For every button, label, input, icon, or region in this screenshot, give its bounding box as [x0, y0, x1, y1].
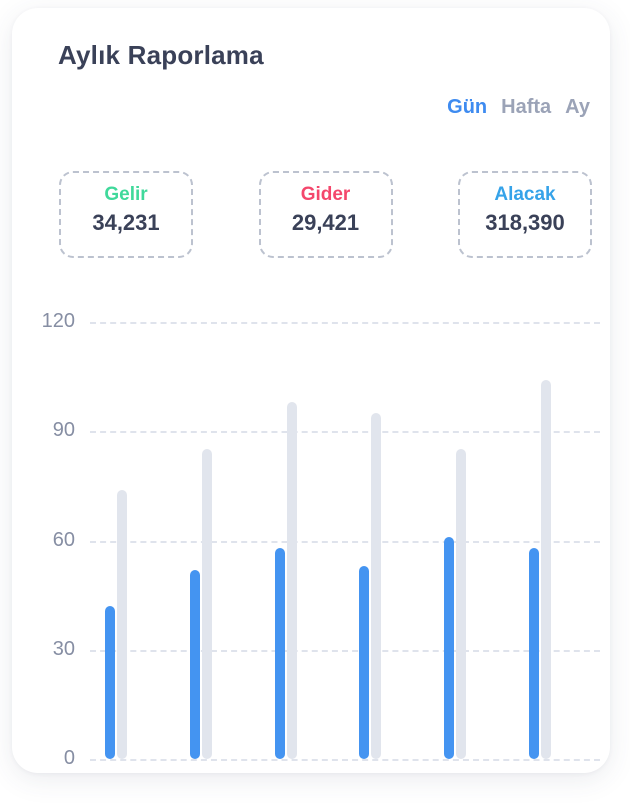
period-tabs: Gün Hafta Ay — [447, 96, 590, 119]
bar-blue-group-4 — [359, 565, 370, 759]
bar-chart: 0 30 60 90 120 — [12, 8, 610, 773]
tab-ay[interactable]: Ay — [565, 96, 590, 118]
gridline-y-30 — [90, 649, 600, 652]
y-axis-tick-label: 0 — [63, 747, 75, 769]
stat-box-alacak: Alacak 318,390 — [458, 171, 592, 258]
gridline-y-90 — [90, 431, 600, 434]
monthly-report-card: Aylık Raporlama Gün Hafta Ay Gelir 34,23… — [12, 8, 610, 773]
bar-gray-group-1 — [117, 489, 127, 759]
y-axis-tick-label: 60 — [52, 528, 75, 551]
summary-stats: Gelir 34,231 Gider 29,421 Alacak 318,390 — [59, 171, 592, 258]
y-axis-tick-label: 120 — [41, 310, 75, 332]
bar-gray-group-3 — [286, 402, 297, 759]
bar-blue-group-6 — [529, 547, 539, 759]
stat-label-alacak: Alacak — [494, 184, 556, 205]
tab-hafta[interactable]: Hafta — [501, 96, 552, 118]
bar-gray-group-5 — [456, 449, 467, 759]
stat-value-gider: 29,421 — [291, 210, 360, 235]
stat-box-gider: Gider 29,421 — [258, 171, 393, 258]
y-axis-tick-label: 90 — [52, 419, 75, 442]
bar-gray-group-4 — [371, 413, 382, 759]
bar-gray-group-2 — [201, 449, 212, 759]
stat-value-gelir: 34,231 — [92, 210, 160, 235]
stat-label-gider: Gider — [300, 184, 351, 205]
bar-blue-group-3 — [274, 547, 285, 759]
page-title: Aylık Raporlama — [58, 40, 264, 70]
bar-gray-group-6 — [541, 380, 551, 759]
tab-gun[interactable]: Gün — [447, 96, 488, 118]
y-axis-tick-label: 30 — [52, 637, 75, 660]
stat-label-gelir: Gelir — [104, 184, 148, 205]
gridline-y-0 — [90, 759, 600, 761]
bar-blue-group-2 — [189, 569, 200, 759]
bar-blue-group-1 — [105, 606, 115, 759]
gridline-y-60 — [90, 540, 600, 543]
gridline-y-120 — [90, 322, 600, 324]
stat-value-alacak: 318,390 — [485, 210, 565, 235]
stat-box-gelir: Gelir 34,231 — [59, 171, 193, 258]
bar-blue-group-5 — [444, 536, 455, 759]
